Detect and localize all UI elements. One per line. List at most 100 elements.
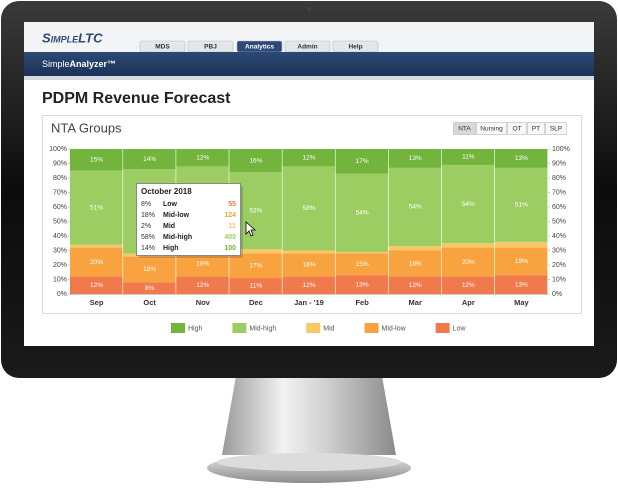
value-label: 51%	[515, 202, 528, 209]
cursor	[245, 221, 257, 237]
filter-button[interactable]	[545, 122, 567, 135]
value-label: 12%	[302, 282, 315, 289]
bar-segment	[388, 276, 442, 294]
tooltip-name: High	[163, 245, 179, 252]
legend-label[interactable]: High	[188, 325, 203, 332]
y-tick-label: 40%	[53, 233, 67, 240]
filter-button[interactable]	[507, 122, 527, 135]
value-label: 54%	[462, 201, 475, 208]
legend-label[interactable]: Mid	[323, 325, 334, 332]
tooltip-percent: 8%	[141, 201, 151, 208]
y-tick-label: 60%	[53, 204, 67, 211]
legend-swatch[interactable]	[364, 323, 379, 333]
y-tick-label: 30%	[53, 247, 67, 254]
legend-swatch[interactable]	[435, 323, 450, 333]
value-label: 54%	[409, 204, 422, 211]
filter-button-label: OT	[512, 126, 521, 133]
value-label: 53%	[249, 207, 262, 214]
y2-tick-label: 80%	[552, 175, 566, 182]
y-tick-label: 90%	[53, 160, 67, 167]
nav-tab-label: PBJ	[204, 44, 217, 51]
bar-segment	[388, 246, 442, 251]
bar-segment	[123, 256, 176, 283]
bar-segment	[388, 167, 442, 247]
bar-segment	[335, 253, 389, 276]
y2-tick-label: 30%	[552, 247, 566, 254]
y-tick-label: 0%	[57, 291, 67, 298]
bar-segment	[494, 247, 548, 276]
value-label: 13%	[409, 155, 422, 162]
value-label: 54%	[356, 210, 369, 217]
bar-segment	[494, 241, 548, 248]
legend-swatch[interactable]	[232, 323, 247, 333]
value-label: 17%	[249, 262, 262, 269]
bar-segment	[282, 250, 335, 254]
tooltip-percent: 58%	[141, 234, 155, 241]
y-tick-label: 50%	[53, 218, 67, 225]
legend-label[interactable]: Mid-low	[382, 325, 407, 332]
y2-tick-label: 100%	[552, 146, 570, 153]
bar-segment	[176, 149, 229, 167]
app-name-part: Analyzer™	[70, 59, 117, 69]
bar-segment	[176, 276, 229, 294]
x-tick-label: Sep	[90, 298, 104, 307]
legend-swatch[interactable]	[306, 323, 321, 333]
bar-segment	[335, 251, 389, 254]
y-tick-label: 20%	[53, 262, 67, 269]
sub-bar	[24, 76, 594, 80]
bar-segment	[123, 282, 176, 294]
value-label: 51%	[90, 204, 103, 211]
camera	[307, 7, 311, 11]
tooltip-box	[136, 183, 241, 256]
nav-tab-label: Help	[348, 44, 362, 51]
legend-label[interactable]: Mid-high	[249, 325, 276, 332]
y2-tick-label: 90%	[552, 160, 566, 167]
bar-segment	[388, 250, 442, 277]
value-label: 12%	[90, 282, 103, 289]
filter-button-label: SLP	[550, 126, 562, 133]
tooltip-value: 55	[228, 201, 236, 208]
bar-segment	[494, 275, 548, 294]
y2-tick-label: 60%	[552, 204, 566, 211]
value-label: 18%	[143, 266, 156, 273]
bar-segment	[70, 276, 123, 294]
bar-segment	[388, 149, 442, 168]
bar-segment	[229, 149, 282, 173]
tooltip-value: 400	[224, 234, 236, 241]
logo[interactable]: SimpleLTC	[42, 30, 103, 45]
filter-button[interactable]	[453, 122, 476, 135]
x-tick-label: May	[514, 298, 529, 307]
bar-segment	[70, 149, 123, 171]
bar-segment	[123, 149, 176, 170]
bar-segment	[441, 243, 495, 248]
value-label: 12%	[462, 282, 475, 289]
page-title: PDPM Revenue Forecast	[42, 90, 231, 107]
legend-swatch[interactable]	[171, 323, 185, 333]
bar-segment	[441, 164, 495, 244]
bar-segment	[441, 149, 495, 165]
bar-segment	[70, 247, 123, 277]
filter-button-label: NTA	[458, 126, 471, 133]
tooltip-name: Mid-high	[163, 234, 192, 241]
x-tick-label: Apr	[462, 298, 475, 307]
value-label: 16%	[302, 262, 315, 269]
y-tick-label: 80%	[53, 175, 67, 182]
legend-label[interactable]: Low	[453, 325, 467, 332]
bar-segment	[282, 253, 335, 277]
stand-base-top	[217, 453, 401, 471]
bar-segment	[70, 170, 123, 245]
app-name-part: Simple	[42, 59, 70, 69]
value-label: 12%	[196, 282, 209, 289]
y2-tick-label: 0%	[552, 291, 562, 298]
x-tick-label: Mar	[409, 298, 422, 307]
filter-button[interactable]	[527, 122, 545, 135]
bar-segment	[335, 173, 389, 252]
value-label: 8%	[145, 285, 155, 292]
value-label: 14%	[143, 156, 156, 163]
app-name[interactable]: SimpleAnalyzer™	[42, 59, 116, 69]
filter-button[interactable]	[476, 122, 507, 135]
bar-segment	[282, 149, 335, 167]
tooltip-percent: 18%	[141, 212, 155, 219]
value-label: 18%	[196, 260, 209, 267]
